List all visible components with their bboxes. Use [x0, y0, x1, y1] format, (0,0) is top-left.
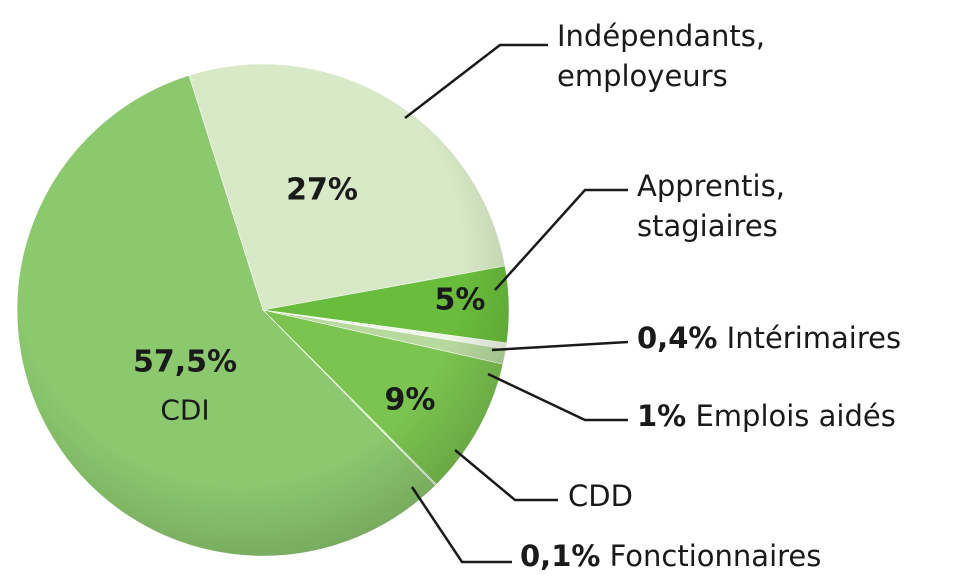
slice-label: Apprentis, stagiaires: [637, 166, 837, 246]
leader-line: [487, 372, 628, 422]
value-label: 1%: [637, 399, 687, 433]
value-label: 0,4%: [637, 321, 718, 355]
category-label: Emplois aidés: [695, 399, 896, 433]
slice-label: Indépendants, employeurs: [557, 16, 807, 96]
leader-line: [491, 340, 629, 352]
category-label: CDI: [160, 393, 210, 427]
value-label: 0,1%: [520, 539, 601, 573]
value-label: 57,5%: [132, 344, 238, 380]
slice-label: 0,4% Intérimaires: [637, 318, 901, 358]
category-label: CDD: [568, 479, 633, 513]
leader-line: [410, 486, 512, 564]
value-label: 9%: [384, 382, 436, 418]
slice-label: 0,1% Fonctionnaires: [520, 536, 821, 576]
leader-line: [494, 188, 628, 291]
category-label: Indépendants, employeurs: [557, 19, 766, 93]
value-label: 27%: [286, 172, 358, 208]
category-label: Fonctionnaires: [609, 539, 822, 573]
leader-line: [454, 449, 558, 502]
category-label: Apprentis, stagiaires: [637, 169, 785, 243]
slice-label: 1% Emplois aidés: [637, 396, 896, 436]
value-label: 5%: [434, 282, 486, 318]
slice-label: CDD: [568, 476, 633, 516]
leader-line: [404, 43, 548, 119]
category-label: Intérimaires: [726, 321, 902, 355]
